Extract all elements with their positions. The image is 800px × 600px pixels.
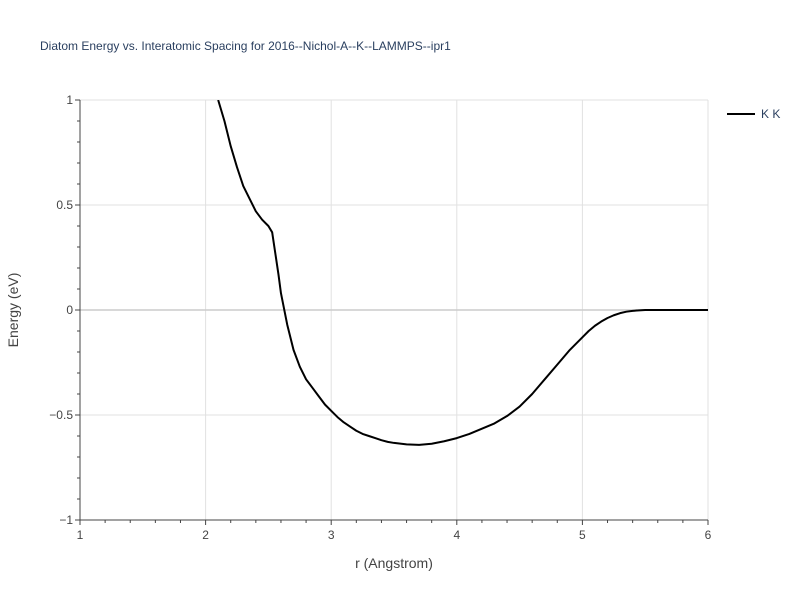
x-tick-label: 6 <box>705 528 712 542</box>
x-tick-label: 1 <box>77 528 84 542</box>
x-axis-title: r (Angstrom) <box>355 555 433 571</box>
axes: 1 2 3 4 5 6 −1 −0.5 0 0.5 1 <box>49 93 711 542</box>
legend-label[interactable]: K K <box>761 107 780 121</box>
y-axis-title: Energy (eV) <box>5 273 21 348</box>
y-tick-label: 0.5 <box>56 198 73 212</box>
x-tick-label: 2 <box>202 528 209 542</box>
x-tick-label: 3 <box>328 528 335 542</box>
series-line <box>217 100 708 446</box>
y-tick-label: −1 <box>59 513 73 527</box>
x-tick-label: 5 <box>579 528 586 542</box>
series-layer <box>217 100 708 446</box>
y-tick-label: 1 <box>66 93 73 107</box>
grid <box>80 99 709 520</box>
x-tick-label: 4 <box>453 528 460 542</box>
y-tick-label: −0.5 <box>49 408 73 422</box>
y-tick-label: 0 <box>66 303 73 317</box>
legend[interactable]: K K <box>727 107 780 121</box>
chart-title: Diatom Energy vs. Interatomic Spacing fo… <box>40 39 451 53</box>
